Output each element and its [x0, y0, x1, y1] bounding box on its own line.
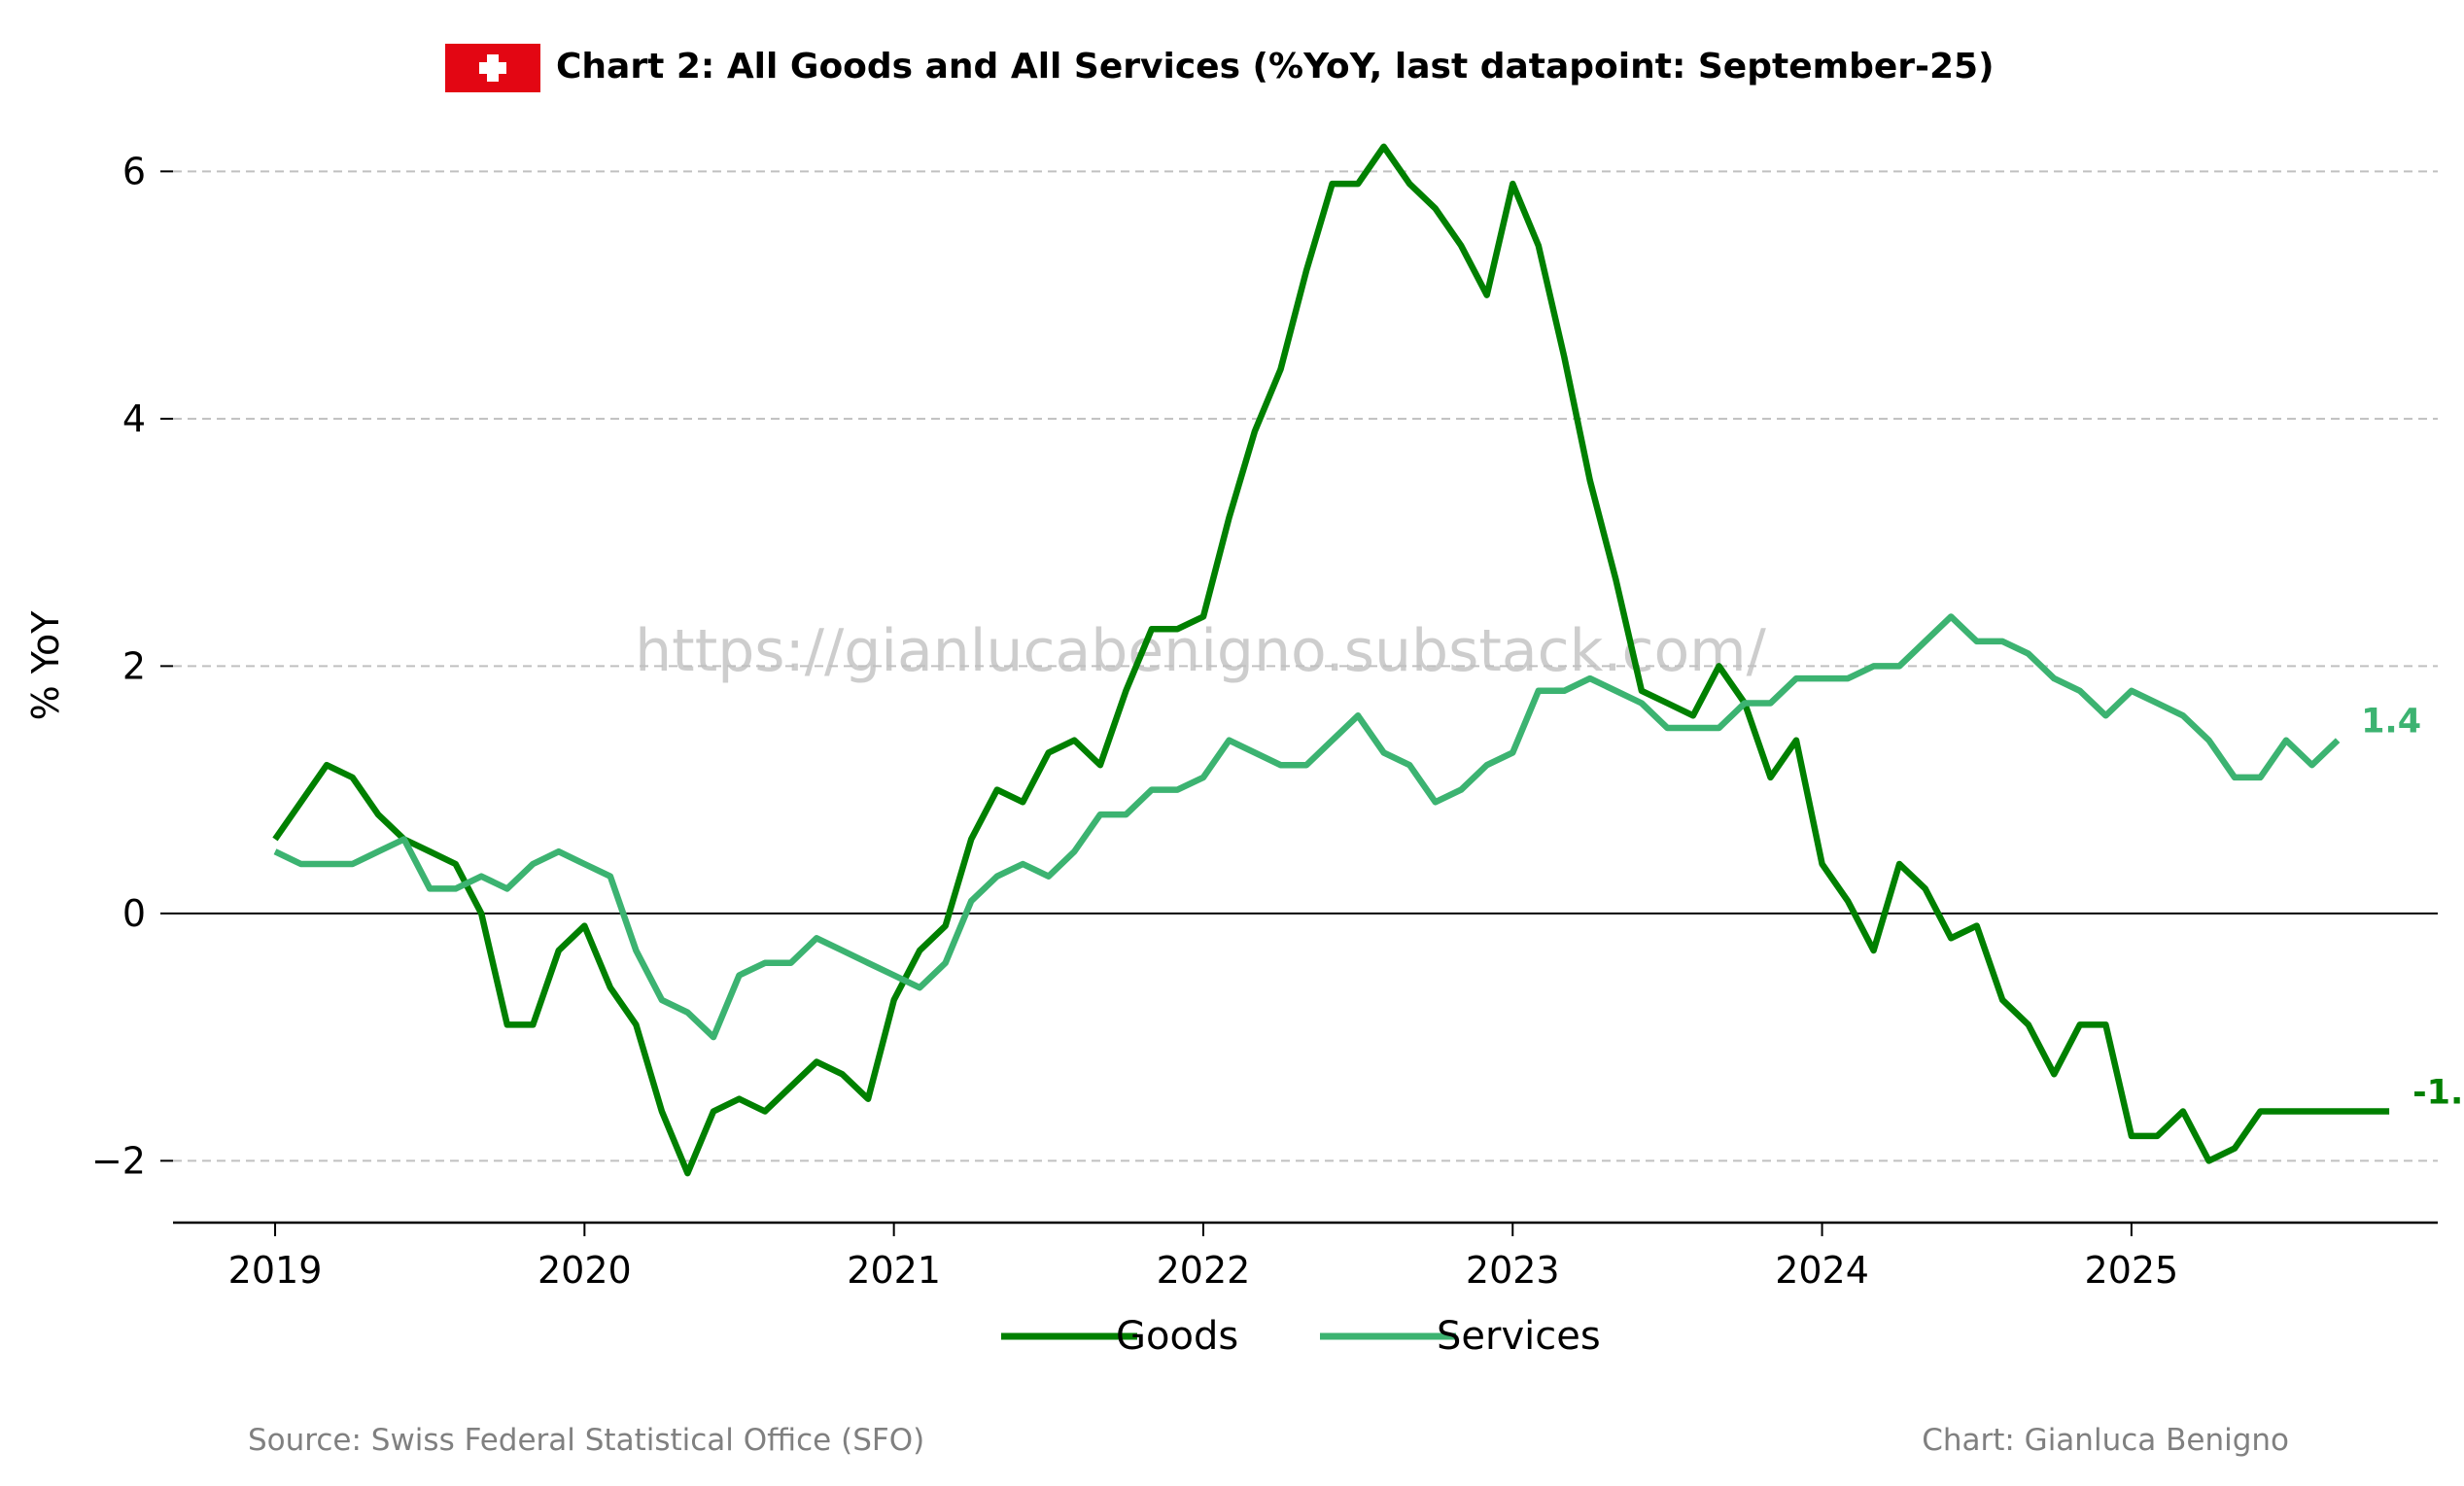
axes: −2 0 2 4 6 2019 2020 2021 2022 2023 2024 2025 — [91, 150, 2438, 1292]
y-tick-label: 4 — [122, 397, 146, 440]
legend: Goods Services — [1001, 1314, 1601, 1359]
series-line-goods — [272, 143, 2390, 1177]
x-tick-label: 2023 — [1466, 1249, 1560, 1292]
chart-title: Chart 2: All Goods and All Services (%Yo… — [556, 47, 1995, 86]
series-line-services — [273, 613, 2341, 1041]
chart-credit: Chart: Gianluca Benigno — [1922, 1423, 2289, 1458]
y-tick-label: 2 — [122, 644, 146, 687]
source-note: Source: Swiss Federal Statistical Office… — [248, 1423, 924, 1458]
y-tick-label: −2 — [91, 1139, 146, 1182]
y-tick-label: 0 — [122, 892, 146, 935]
x-tick-label: 2019 — [228, 1249, 323, 1292]
swiss-flag-icon — [445, 44, 540, 92]
x-tick-label: 2020 — [538, 1249, 632, 1292]
x-tick-label: 2024 — [1775, 1249, 1869, 1292]
end-label-services: 1.4 — [2361, 703, 2421, 742]
grid-lines — [173, 170, 2438, 1162]
legend-label-goods: Goods — [1116, 1314, 1238, 1359]
end-label-goods: -1.6 — [2412, 1073, 2464, 1112]
series-lines — [272, 143, 2390, 1177]
legend-label-services: Services — [1437, 1314, 1601, 1359]
watermark: https://gianlucabenigno.substack.com/ — [635, 617, 1766, 685]
chart-title-group: Chart 2: All Goods and All Services (%Yo… — [445, 44, 1995, 92]
x-tick-label: 2021 — [847, 1249, 941, 1292]
y-axis-title: % YoY — [24, 610, 67, 721]
x-tick-label: 2022 — [1157, 1249, 1251, 1292]
y-tick-label: 6 — [122, 150, 146, 192]
x-tick-label: 2025 — [2085, 1249, 2179, 1292]
end-labels: -1.6 1.4 — [2361, 703, 2464, 1113]
